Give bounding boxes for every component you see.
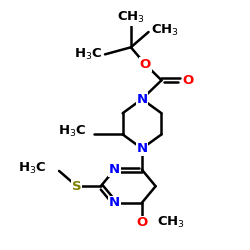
Text: N: N [136, 92, 147, 106]
Text: CH$_3$: CH$_3$ [157, 215, 185, 230]
Text: CH$_3$: CH$_3$ [117, 10, 145, 25]
Text: H$_3$C: H$_3$C [18, 161, 46, 176]
Text: N: N [109, 196, 120, 209]
Text: H$_3$C: H$_3$C [58, 124, 86, 139]
Text: O: O [183, 74, 194, 87]
Text: N: N [136, 142, 147, 155]
Text: O: O [140, 58, 151, 71]
Text: O: O [136, 216, 147, 229]
Text: N: N [109, 163, 120, 176]
Text: H$_3$C: H$_3$C [74, 47, 103, 62]
Text: CH$_3$: CH$_3$ [151, 23, 179, 38]
Text: S: S [72, 180, 82, 193]
